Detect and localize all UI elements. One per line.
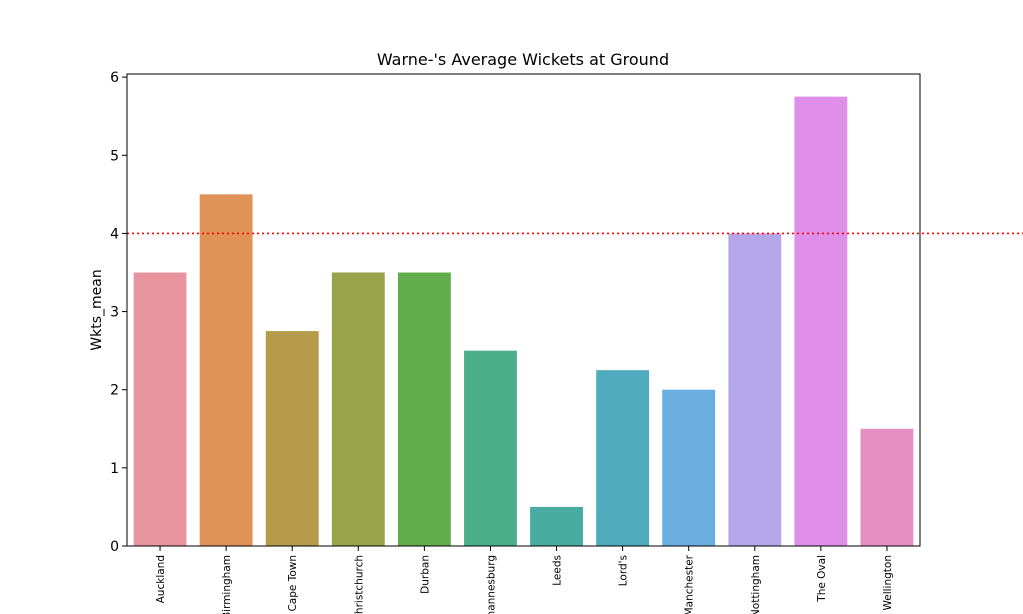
x-tick-label: Wellington	[882, 555, 894, 611]
x-tick-label: Cape Town	[287, 555, 299, 612]
x-tick-label: Christchurch	[353, 555, 365, 614]
x-tick-label: Lord's	[618, 555, 630, 586]
bar-leeds	[530, 506, 583, 546]
bar-cape-town	[265, 331, 319, 546]
chart-title: Warne-'s Average Wickets at Ground	[377, 50, 669, 69]
bar-nottingham	[728, 233, 782, 546]
y-tick-label: 6	[110, 70, 119, 86]
bar-auckland	[133, 272, 187, 546]
x-tick-label: The Oval	[816, 555, 828, 603]
bar-birmingham	[199, 194, 253, 547]
bar-manchester	[662, 389, 716, 546]
bar-wellington	[860, 428, 914, 546]
y-axis-label: Wkts_mean	[89, 269, 105, 350]
x-tick-label: Manchester	[684, 554, 696, 614]
x-tick-label: Birmingham	[221, 555, 233, 614]
y-tick-label: 3	[110, 305, 119, 321]
x-tick-label: Leeds	[552, 555, 564, 586]
bar-christchurch	[331, 272, 385, 546]
y-tick-label: 0	[110, 539, 119, 555]
x-tick-label: Durban	[419, 555, 431, 594]
bar-lord-s	[596, 370, 650, 546]
bar-the-oval	[794, 96, 848, 546]
bar-durban	[397, 272, 451, 546]
y-tick-label: 5	[110, 148, 119, 164]
x-tick-label: Nottingham	[750, 555, 762, 614]
x-tick-label: Auckland	[155, 555, 167, 603]
y-tick-label: 1	[110, 461, 119, 477]
y-tick-label: 2	[110, 383, 119, 399]
x-tick-label: Johannesburg	[485, 555, 497, 614]
axes-frame	[126, 73, 921, 547]
y-tick-label: 4	[110, 226, 119, 242]
bar-johannesburg	[464, 350, 517, 546]
